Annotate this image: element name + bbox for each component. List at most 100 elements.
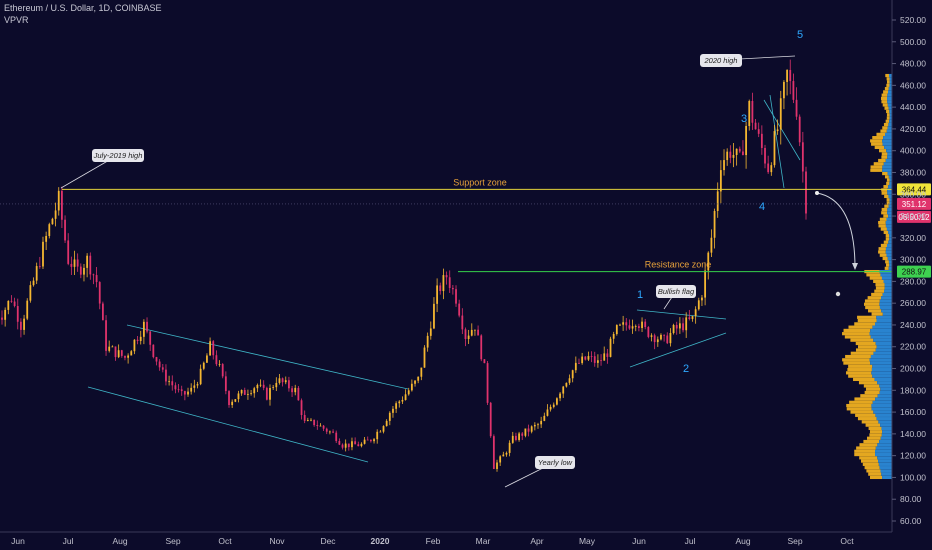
vp-bar-sell	[859, 456, 878, 460]
candle-body	[218, 364, 221, 365]
y-tick-label: 140.00	[900, 429, 926, 439]
candle-body	[754, 122, 757, 130]
vp-bar-sell	[881, 96, 888, 101]
candle-body	[735, 148, 738, 155]
vp-bar-buy	[885, 220, 892, 225]
vp-bar-buy	[875, 397, 892, 401]
candle-body	[568, 378, 571, 383]
candle-body	[51, 218, 54, 225]
candle-body	[240, 390, 243, 394]
vp-bar-buy	[881, 472, 892, 476]
candle-body	[127, 355, 130, 358]
vp-bar-sell	[881, 155, 888, 159]
candle-body	[174, 385, 177, 390]
candle-body	[98, 282, 101, 304]
candle-body	[70, 263, 73, 267]
vp-bar-buy	[870, 328, 892, 333]
y-tick-label: 180.00	[900, 385, 926, 395]
candle-body	[562, 386, 565, 394]
candle-body	[675, 325, 678, 329]
y-tick-label: 320.00	[900, 233, 926, 243]
vp-bar-buy	[887, 103, 892, 107]
resistance-price-badge-bg	[897, 265, 931, 278]
vp-bar-buy	[874, 377, 892, 382]
candle-body	[764, 147, 766, 164]
candle-body	[32, 280, 35, 286]
candle-body	[392, 408, 394, 413]
time-axis[interactable]: Jun Jul Aug Sep Oct Nov Dec 2020 Feb Mar Apr May Jun…	[0, 531, 892, 546]
candle-body	[669, 333, 672, 344]
current-price-badge-bg	[897, 197, 931, 210]
vp-bar-sell	[855, 341, 876, 346]
vp-bar-sell	[883, 185, 889, 189]
vp-bar-sell	[878, 247, 886, 251]
candle-body	[489, 402, 492, 437]
candle-body	[688, 317, 691, 319]
candle-body	[338, 441, 341, 445]
x-tick-label: Sep	[165, 536, 180, 546]
vp-bar-buy	[888, 266, 892, 270]
vp-bar-buy	[879, 305, 892, 310]
price-axis[interactable]: 520.00 500.00 480.00 460.00 440.00 420.00 400.…	[891, 0, 926, 532]
candle-body	[530, 426, 533, 432]
candle-body	[757, 129, 760, 134]
candle-body	[792, 81, 795, 100]
candle-body	[193, 385, 196, 388]
candle-body	[420, 367, 423, 377]
vp-bar-buy	[889, 80, 892, 84]
vp-bar-sell	[885, 234, 890, 238]
vp-bar-buy	[884, 286, 892, 290]
x-tick-label: Aug	[112, 536, 127, 546]
vp-bar-buy	[889, 181, 892, 185]
candle-body	[259, 384, 262, 386]
candle-body	[395, 403, 398, 409]
candle-body	[625, 322, 628, 326]
vp-bar-buy	[884, 145, 892, 150]
candle-body	[376, 431, 379, 440]
candle-body	[202, 362, 205, 369]
candle-body	[458, 303, 461, 316]
vp-bar-buy	[870, 361, 892, 365]
vp-bar-buy	[879, 299, 892, 303]
vp-bar-buy	[869, 358, 892, 362]
wave-label-2: 2	[683, 363, 689, 375]
vp-bar-buy	[885, 247, 892, 251]
candle-body	[212, 341, 215, 356]
vp-bar-buy	[884, 283, 892, 287]
vp-bar-buy	[878, 459, 892, 463]
candle-body	[388, 412, 391, 421]
vp-bar-buy	[880, 273, 892, 277]
candle-body	[297, 387, 300, 401]
vp-bar-sell	[882, 126, 888, 130]
candle-body	[760, 133, 763, 148]
y-tick-label: 280.00	[900, 276, 926, 286]
x-tick-label: Oct	[840, 536, 854, 546]
vp-bar-buy	[880, 423, 892, 427]
candle-body	[64, 219, 66, 241]
vp-bar-buy	[881, 296, 892, 300]
candle-body	[783, 81, 785, 99]
vp-bar-sell	[857, 417, 877, 421]
candle-body	[341, 444, 344, 448]
candle-body	[149, 331, 152, 345]
vp-bar-buy	[889, 83, 892, 87]
candle-body	[196, 384, 199, 386]
candle-body	[685, 317, 688, 331]
vp-bar-sell	[886, 181, 890, 185]
candle-body	[656, 339, 659, 343]
candle-body	[486, 363, 489, 403]
vp-bar-sell	[874, 289, 885, 293]
candle-body	[215, 355, 218, 365]
candle-body	[89, 255, 92, 275]
y-tick-label: 380.00	[900, 167, 926, 177]
vp-bar-buy	[880, 387, 892, 391]
vp-bar-buy	[878, 420, 892, 424]
vp-bar-sell	[871, 312, 883, 316]
candle-body	[407, 390, 410, 395]
candle-body	[275, 382, 278, 388]
vp-bar-sell	[883, 90, 888, 94]
candle-body	[492, 436, 495, 469]
candle-body	[61, 190, 63, 220]
candle-body	[653, 335, 656, 343]
